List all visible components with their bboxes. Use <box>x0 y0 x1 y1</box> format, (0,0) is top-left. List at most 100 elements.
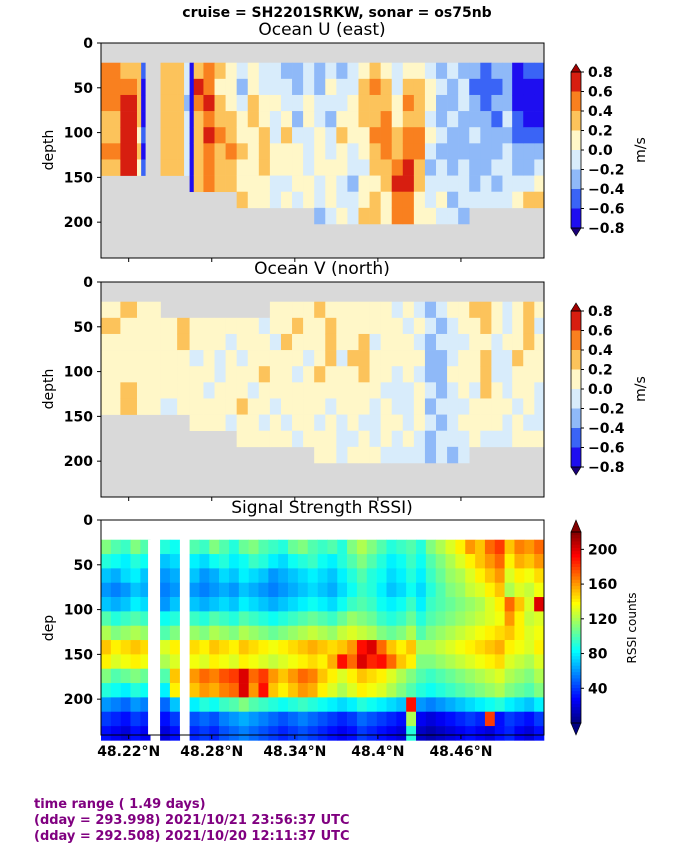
heatmap-cell <box>209 597 220 612</box>
heatmap-cell <box>278 654 289 670</box>
heatmap-cell <box>177 94 185 112</box>
heatmap-cell <box>445 582 456 598</box>
heatmap-cell <box>366 582 377 598</box>
heatmap-cell <box>512 175 524 193</box>
heatmap-cell <box>214 143 226 160</box>
heatmap-cell <box>347 78 359 96</box>
heatmap-cell <box>484 654 496 670</box>
heatmap-cell <box>101 350 121 367</box>
heatmap-cell <box>314 301 326 319</box>
heatmap-cell <box>248 683 259 698</box>
heatmap-cell <box>160 94 178 112</box>
heatmap-cell <box>356 568 368 584</box>
heatmap-cell <box>424 143 437 160</box>
heatmap-cell <box>169 668 181 684</box>
heatmap-cell <box>435 568 446 584</box>
heatmap-cell <box>534 94 545 112</box>
heatmap-cell <box>534 625 545 641</box>
panel-title: Signal Strength RSSI) <box>231 498 413 518</box>
heatmap-cell <box>480 414 492 432</box>
heatmap-cell <box>248 697 259 713</box>
heatmap-cell <box>491 414 503 432</box>
heatmap-cell <box>228 654 240 670</box>
heatmap-cell <box>534 539 545 555</box>
heatmap-cell <box>369 62 381 80</box>
heatmap-cell <box>280 94 293 112</box>
heatmap-cell <box>534 78 545 96</box>
heatmap-cell <box>337 711 348 727</box>
colorbar-segment <box>571 617 581 622</box>
heatmap-cell <box>402 78 415 96</box>
heatmap-cell <box>280 382 293 399</box>
heatmap-cell <box>225 143 237 160</box>
heatmap-cell <box>376 597 387 612</box>
heatmap-cell <box>445 683 456 698</box>
heatmap-cell <box>177 350 190 367</box>
heatmap-cell <box>236 430 249 448</box>
heatmap-cell <box>278 597 289 612</box>
heatmap-cell <box>391 366 404 383</box>
heatmap-cell <box>380 143 393 160</box>
heatmap-cell <box>199 539 210 555</box>
heatmap-cell <box>325 175 337 193</box>
heatmap-cell <box>391 317 404 335</box>
heatmap-cell <box>225 414 237 432</box>
heatmap-cell <box>248 539 259 555</box>
colorbar-segment <box>571 700 581 705</box>
heatmap-cell <box>219 611 230 627</box>
heatmap-cell <box>247 175 260 193</box>
heatmap-cell <box>386 625 397 641</box>
heatmap-cell <box>534 191 545 209</box>
heatmap-cell <box>214 111 226 128</box>
heatmap-cell <box>369 382 381 399</box>
heatmap-cell <box>101 640 112 655</box>
heatmap-cell <box>101 597 112 612</box>
heatmap-cell <box>534 430 545 448</box>
heatmap-cell <box>141 159 146 176</box>
heatmap-cell <box>292 430 304 448</box>
heatmap-cell <box>268 554 279 569</box>
colorbar-extend-min <box>570 466 582 476</box>
heatmap-cell <box>413 175 426 193</box>
heatmap-cell <box>225 78 237 96</box>
heatmap-cell <box>140 554 151 569</box>
heatmap-cell <box>534 398 545 415</box>
heatmap-cell <box>317 582 328 598</box>
heatmap-cell <box>455 582 466 598</box>
heatmap-cell <box>325 127 337 144</box>
heatmap-cell <box>101 94 121 112</box>
heatmap-cell <box>236 350 249 367</box>
heatmap-cell <box>337 654 348 670</box>
heatmap-cell <box>280 366 293 383</box>
heatmap-cell <box>101 625 112 641</box>
y-tick-label: 0 <box>83 275 93 291</box>
heatmap-cell <box>336 127 348 144</box>
heatmap-cell <box>494 597 505 612</box>
heatmap-cell <box>268 697 279 713</box>
heatmap-cell <box>436 143 448 160</box>
heatmap-cell <box>268 611 279 627</box>
heatmap-cell <box>534 597 545 612</box>
heatmap-cell <box>424 382 437 399</box>
heatmap-cell <box>314 159 326 176</box>
heatmap-cell <box>336 317 348 335</box>
heatmap-cell <box>391 430 404 448</box>
heatmap-cell <box>336 159 348 176</box>
heatmap-cell <box>140 697 151 713</box>
heatmap-cell <box>203 350 215 367</box>
heatmap-cell <box>380 366 393 383</box>
heatmap-cell <box>435 640 446 655</box>
heatmap-cell <box>214 382 226 399</box>
heatmap-cell <box>258 111 271 128</box>
heatmap-cell <box>336 301 348 319</box>
heatmap-cell <box>391 127 404 144</box>
heatmap-cell <box>413 94 426 112</box>
heatmap-cell <box>189 414 204 432</box>
heatmap-cell <box>469 350 481 367</box>
heatmap-cell <box>502 143 513 160</box>
heatmap-cell <box>120 111 138 128</box>
heatmap-cell <box>101 539 112 555</box>
heatmap-cell <box>523 317 535 335</box>
heatmap-cell <box>480 94 492 112</box>
colorbar-segment <box>571 589 581 593</box>
